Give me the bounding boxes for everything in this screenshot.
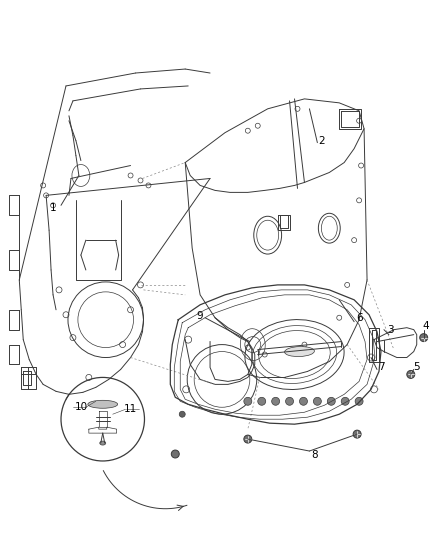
Text: 2: 2 (318, 136, 325, 146)
Circle shape (171, 450, 179, 458)
Circle shape (272, 397, 279, 405)
Circle shape (353, 430, 361, 438)
Circle shape (286, 397, 293, 405)
Text: 9: 9 (197, 311, 203, 321)
Text: 1: 1 (50, 203, 57, 213)
Circle shape (258, 397, 266, 405)
Ellipse shape (100, 441, 106, 445)
Text: 8: 8 (311, 450, 318, 460)
Circle shape (420, 334, 427, 342)
Circle shape (244, 435, 252, 443)
Circle shape (179, 411, 185, 417)
Circle shape (300, 397, 307, 405)
Text: 4: 4 (422, 321, 429, 330)
Circle shape (314, 397, 321, 405)
Text: 5: 5 (413, 362, 420, 373)
Text: 6: 6 (356, 313, 362, 323)
Ellipse shape (88, 400, 118, 408)
Circle shape (327, 397, 335, 405)
Circle shape (244, 397, 252, 405)
Text: 7: 7 (378, 362, 384, 373)
Circle shape (407, 370, 415, 378)
Circle shape (341, 397, 349, 405)
Ellipse shape (285, 346, 314, 357)
Text: 3: 3 (388, 325, 394, 335)
Text: 10: 10 (74, 402, 88, 412)
Circle shape (355, 397, 363, 405)
Text: 11: 11 (124, 404, 137, 414)
